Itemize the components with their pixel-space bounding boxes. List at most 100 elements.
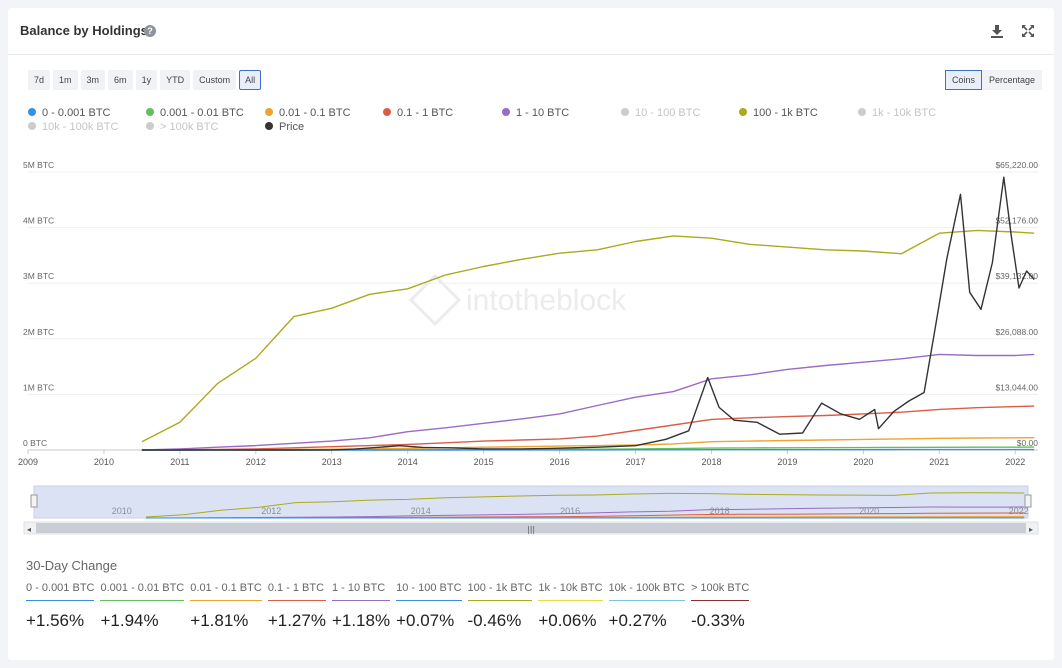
- legend-dot: [858, 108, 866, 116]
- y-right-tick-label: $65,220.00: [995, 160, 1038, 170]
- range-7d-button[interactable]: 7d: [28, 70, 51, 90]
- legend-item[interactable]: 100 - 1k BTC: [739, 107, 818, 119]
- range-selector: 7d 1m 3m 6m 1y YTD Custom All: [28, 70, 262, 90]
- x-tick-label: 2015: [474, 457, 494, 467]
- coins-mode-button[interactable]: Coins: [944, 70, 982, 90]
- x-tick-label: 2014: [398, 457, 418, 467]
- legend-item[interactable]: 0 - 0.001 BTC: [28, 107, 110, 119]
- range-all-button[interactable]: All: [239, 70, 262, 90]
- range-ytd-button[interactable]: YTD: [160, 70, 191, 90]
- legend-item[interactable]: 0.001 - 0.01 BTC: [146, 107, 244, 119]
- legend-item[interactable]: 10k - 100k BTC: [28, 121, 118, 133]
- change-item: 0.01 - 0.1 BTC +1.81%: [190, 582, 262, 630]
- range-custom-button[interactable]: Custom: [193, 70, 237, 90]
- x-tick-label: 2017: [626, 457, 646, 467]
- series-line-1-10-btc: [141, 353, 1035, 451]
- range-3m-button[interactable]: 3m: [80, 70, 106, 90]
- chart-legend: 0 - 0.001 BTC 0.001 - 0.01 BTC 0.01 - 0.…: [28, 107, 1028, 139]
- navigator-series: [146, 506, 1025, 519]
- x-tick-label: 2011: [170, 457, 189, 467]
- navigator-label: 2014: [411, 506, 431, 516]
- main-chart[interactable]: 0 BTC 1M BTC 2M BTC 3M BTC 4M BTC 5M BTC $0.00…: [8, 158, 1054, 478]
- y-tick-label: 3M BTC: [23, 271, 54, 281]
- question-circle-icon[interactable]: ?: [144, 25, 156, 37]
- legend-dot: [621, 108, 629, 116]
- card-header: Balance by Holdings ?: [8, 8, 1054, 55]
- change-item: 100 - 1k BTC -0.46%: [467, 582, 533, 630]
- mode-selector: Coins Percentage: [944, 70, 1042, 90]
- y-right-tick-label: $13,044.00: [995, 382, 1038, 392]
- legend-dot: [265, 108, 273, 116]
- legend-item[interactable]: 0.01 - 0.1 BTC: [265, 107, 351, 119]
- expand-icon[interactable]: [1021, 24, 1035, 38]
- legend-item[interactable]: > 100k BTC: [146, 121, 218, 133]
- y-tick-label: 5M BTC: [23, 160, 54, 170]
- download-icon[interactable]: [990, 24, 1004, 38]
- y-tick-label: 2M BTC: [23, 327, 54, 337]
- range-navigator[interactable]: 2010 2012 2014 2016 2018 2020 2022 ◂ ▸ |||: [8, 482, 1054, 542]
- y-right-tick-label: $52,176.00: [995, 216, 1038, 226]
- x-tick-label: 2019: [777, 457, 797, 467]
- change-item: 10 - 100 BTC +0.07%: [396, 582, 462, 630]
- change-item: 0.1 - 1 BTC +1.27%: [267, 582, 326, 630]
- change-item: 0.001 - 0.01 BTC +1.94%: [100, 582, 185, 630]
- x-tick-label: 2012: [246, 457, 266, 467]
- chart-title: Balance by Holdings: [20, 23, 148, 38]
- y-tick-label: 1M BTC: [23, 382, 54, 392]
- change-item: 10k - 100k BTC +0.27%: [608, 582, 685, 630]
- series-line-price: [141, 176, 1035, 451]
- watermark: intotheblock: [466, 284, 627, 317]
- legend-item[interactable]: 1k - 10k BTC: [858, 107, 936, 119]
- legend-dot: [28, 122, 36, 130]
- x-tick-label: 2018: [701, 457, 721, 467]
- navigator-handle-left[interactable]: [30, 494, 38, 508]
- legend-item[interactable]: 0.1 - 1 BTC: [383, 107, 453, 119]
- scroll-left-arrow-icon[interactable]: ◂: [27, 525, 31, 534]
- legend-dot: [28, 108, 36, 116]
- y-tick-label: 4M BTC: [23, 216, 54, 226]
- x-tick-label: 2016: [550, 457, 570, 467]
- change-item: 1k - 10k BTC +0.06%: [538, 582, 603, 630]
- series-line-0-1-1-btc: [141, 405, 1035, 451]
- range-1m-button[interactable]: 1m: [53, 70, 78, 90]
- x-tick-label: 2021: [929, 457, 949, 467]
- y-right-tick-label: $0.00: [1017, 438, 1039, 448]
- series-line-100-1k-btc: [141, 229, 1035, 443]
- range-6m-button[interactable]: 6m: [108, 70, 133, 90]
- range-1y-button[interactable]: 1y: [135, 70, 158, 90]
- legend-item[interactable]: Price: [265, 121, 304, 133]
- percentage-mode-button[interactable]: Percentage: [981, 70, 1042, 90]
- change-item: 0 - 0.001 BTC +1.56%: [26, 582, 95, 630]
- y-tick-label: 0 BTC: [23, 438, 47, 448]
- navigator-label: 2012: [261, 506, 281, 516]
- scroll-right-arrow-icon[interactable]: ▸: [1029, 525, 1033, 534]
- navigator-label: 2010: [112, 506, 132, 516]
- watermark-logo-icon: [408, 273, 462, 327]
- legend-dot: [739, 108, 747, 116]
- change-item: > 100k BTC -0.33%: [690, 582, 750, 630]
- chart-card: Balance by Holdings ? 7d 1m 3m 6m 1y YTD…: [8, 8, 1054, 660]
- legend-item[interactable]: 10 - 100 BTC: [621, 107, 700, 119]
- legend-dot: [265, 122, 273, 130]
- change-list: 0 - 0.001 BTC +1.56% 0.001 - 0.01 BTC +1.9…: [26, 582, 755, 631]
- change-title: 30-Day Change: [26, 558, 118, 573]
- legend-dot: [146, 122, 154, 130]
- x-tick-label: 2009: [18, 457, 38, 467]
- navigator-handle-right[interactable]: [1024, 494, 1032, 508]
- y-right-tick-label: $26,088.00: [995, 327, 1038, 337]
- legend-item[interactable]: 1 - 10 BTC: [502, 107, 569, 119]
- legend-dot: [502, 108, 510, 116]
- scroll-grip-icon[interactable]: |||: [527, 525, 535, 534]
- navigator-label: 2018: [710, 506, 730, 516]
- change-item: 1 - 10 BTC +1.18%: [331, 582, 391, 630]
- x-tick-label: 2022: [1005, 457, 1025, 467]
- x-tick-label: 2010: [94, 457, 114, 467]
- navigator-label: 2022: [1009, 506, 1029, 516]
- navigator-label: 2016: [560, 506, 580, 516]
- legend-dot: [146, 108, 154, 116]
- navigator-series: [146, 492, 1025, 518]
- x-tick-label: 2020: [853, 457, 873, 467]
- navigator-label: 2020: [859, 506, 879, 516]
- legend-dot: [383, 108, 391, 116]
- scrollbar-thumb[interactable]: [36, 523, 1026, 533]
